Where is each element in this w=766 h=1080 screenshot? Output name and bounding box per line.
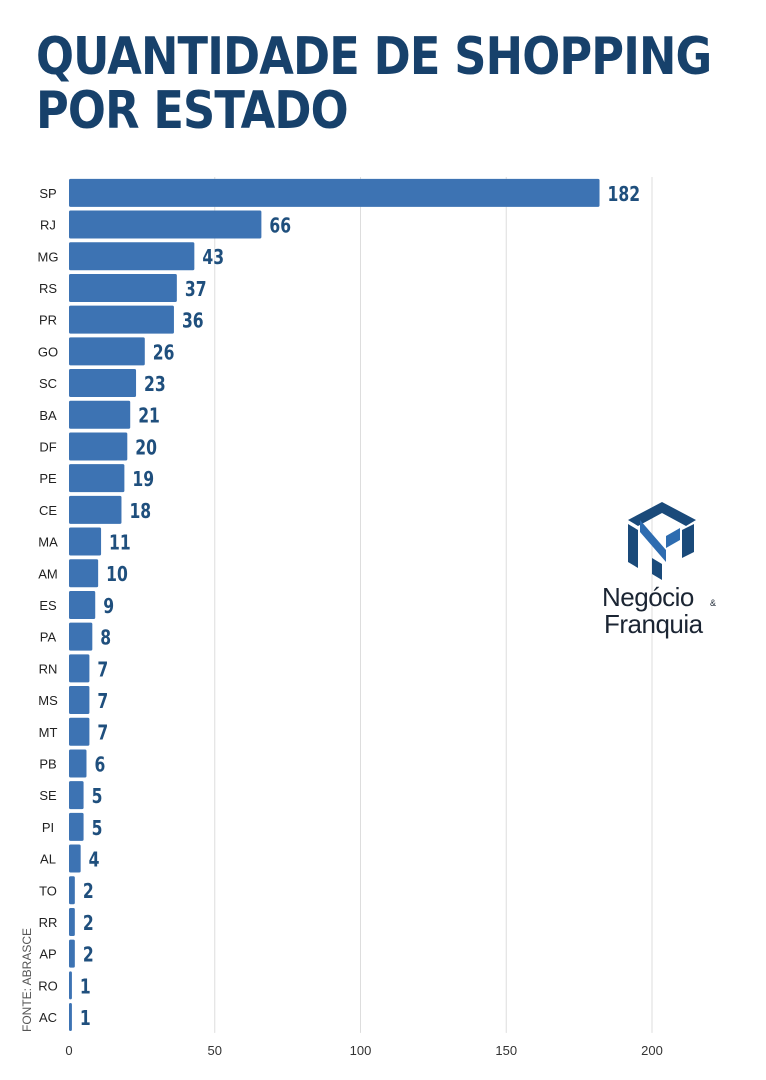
logo-text-line-2: Franquia [604, 609, 703, 639]
data-label: 7 [97, 690, 108, 713]
category-label: PI [42, 820, 54, 835]
bar [69, 590, 96, 619]
category-label: DF [39, 439, 56, 454]
bar [69, 178, 600, 207]
data-label: 26 [153, 342, 175, 365]
category-label: ES [39, 598, 57, 613]
brand-logo: Negócio & Franquia [600, 500, 730, 650]
logo-ampersand: & [710, 598, 717, 608]
data-label: 20 [135, 437, 157, 460]
data-label: 21 [138, 405, 160, 428]
x-tick-label: 100 [350, 1043, 372, 1058]
data-label: 11 [109, 532, 131, 555]
category-label: SC [39, 376, 57, 391]
category-label: AM [38, 566, 58, 581]
bar [69, 781, 84, 810]
bar [69, 432, 128, 461]
bar [69, 337, 145, 366]
category-label: TO [39, 883, 57, 898]
data-label: 9 [103, 595, 114, 618]
data-label: 5 [92, 817, 103, 840]
data-label: 6 [94, 754, 105, 777]
data-label: 10 [106, 563, 128, 586]
category-label: RR [39, 915, 58, 930]
category-label: PE [39, 471, 57, 486]
data-label: 5 [92, 785, 103, 808]
data-label: 182 [608, 183, 641, 206]
data-label: 43 [202, 246, 224, 269]
category-label: MS [38, 693, 58, 708]
data-label: 2 [83, 880, 94, 903]
bar [69, 686, 90, 715]
x-tick-label: 0 [65, 1043, 72, 1058]
data-label: 18 [129, 500, 151, 523]
category-label: PA [40, 630, 57, 645]
data-label: 7 [97, 722, 108, 745]
data-label: 2 [83, 912, 94, 935]
data-label: 2 [83, 944, 94, 967]
category-label: PR [39, 313, 57, 328]
bar [69, 876, 75, 905]
bar [69, 939, 75, 968]
category-label: CE [39, 503, 57, 518]
category-label: RO [38, 978, 58, 993]
category-label: SP [39, 186, 56, 201]
chart-title: QUANTIDADE DE SHOPPING POR ESTADO [36, 27, 712, 141]
data-label: 1 [80, 976, 91, 999]
logo-text-line-1: Negócio [602, 582, 694, 612]
bar [69, 400, 131, 429]
bar [69, 654, 90, 683]
category-label: AL [40, 852, 56, 867]
bar [69, 527, 102, 556]
bar [69, 242, 195, 271]
category-label: MT [39, 725, 58, 740]
category-label: SE [39, 788, 57, 803]
title-line-1: QUANTIDADE DE SHOPPING [36, 27, 712, 87]
data-label: 66 [269, 215, 291, 238]
bar [69, 559, 99, 588]
bar [69, 749, 87, 778]
category-label: AC [39, 1010, 57, 1025]
bar [69, 971, 72, 1000]
bar [69, 812, 84, 841]
bar [69, 622, 93, 651]
x-tick-label: 200 [641, 1043, 663, 1058]
data-label: 37 [185, 278, 207, 301]
bar [69, 464, 125, 493]
bar [69, 495, 122, 524]
category-label: AP [39, 947, 56, 962]
category-label: MG [38, 249, 59, 264]
data-label: 19 [132, 468, 154, 491]
data-label: 8 [100, 627, 111, 650]
bar [69, 210, 262, 239]
category-label: RN [39, 661, 58, 676]
data-label: 1 [80, 1007, 91, 1030]
x-tick-label: 50 [208, 1043, 222, 1058]
bar [69, 305, 174, 334]
data-label: 36 [182, 310, 204, 333]
data-label: 4 [89, 849, 100, 872]
logo-mark-icon [628, 502, 696, 580]
x-tick-label: 150 [495, 1043, 517, 1058]
bar [69, 369, 137, 398]
data-label: 23 [144, 373, 166, 396]
category-label: BA [39, 408, 57, 423]
bar [69, 844, 81, 873]
bar [69, 1003, 72, 1032]
title-line-2: POR ESTADO [36, 81, 349, 141]
category-label: RJ [40, 218, 56, 233]
source-note: FONTE: ABRASCE [20, 927, 34, 1032]
category-label: MA [38, 535, 58, 550]
bar [69, 717, 90, 746]
category-label: PB [39, 756, 56, 771]
bar [69, 273, 177, 302]
category-label: RS [39, 281, 57, 296]
data-label: 7 [97, 659, 108, 682]
category-label: GO [38, 344, 58, 359]
bar [69, 907, 75, 936]
